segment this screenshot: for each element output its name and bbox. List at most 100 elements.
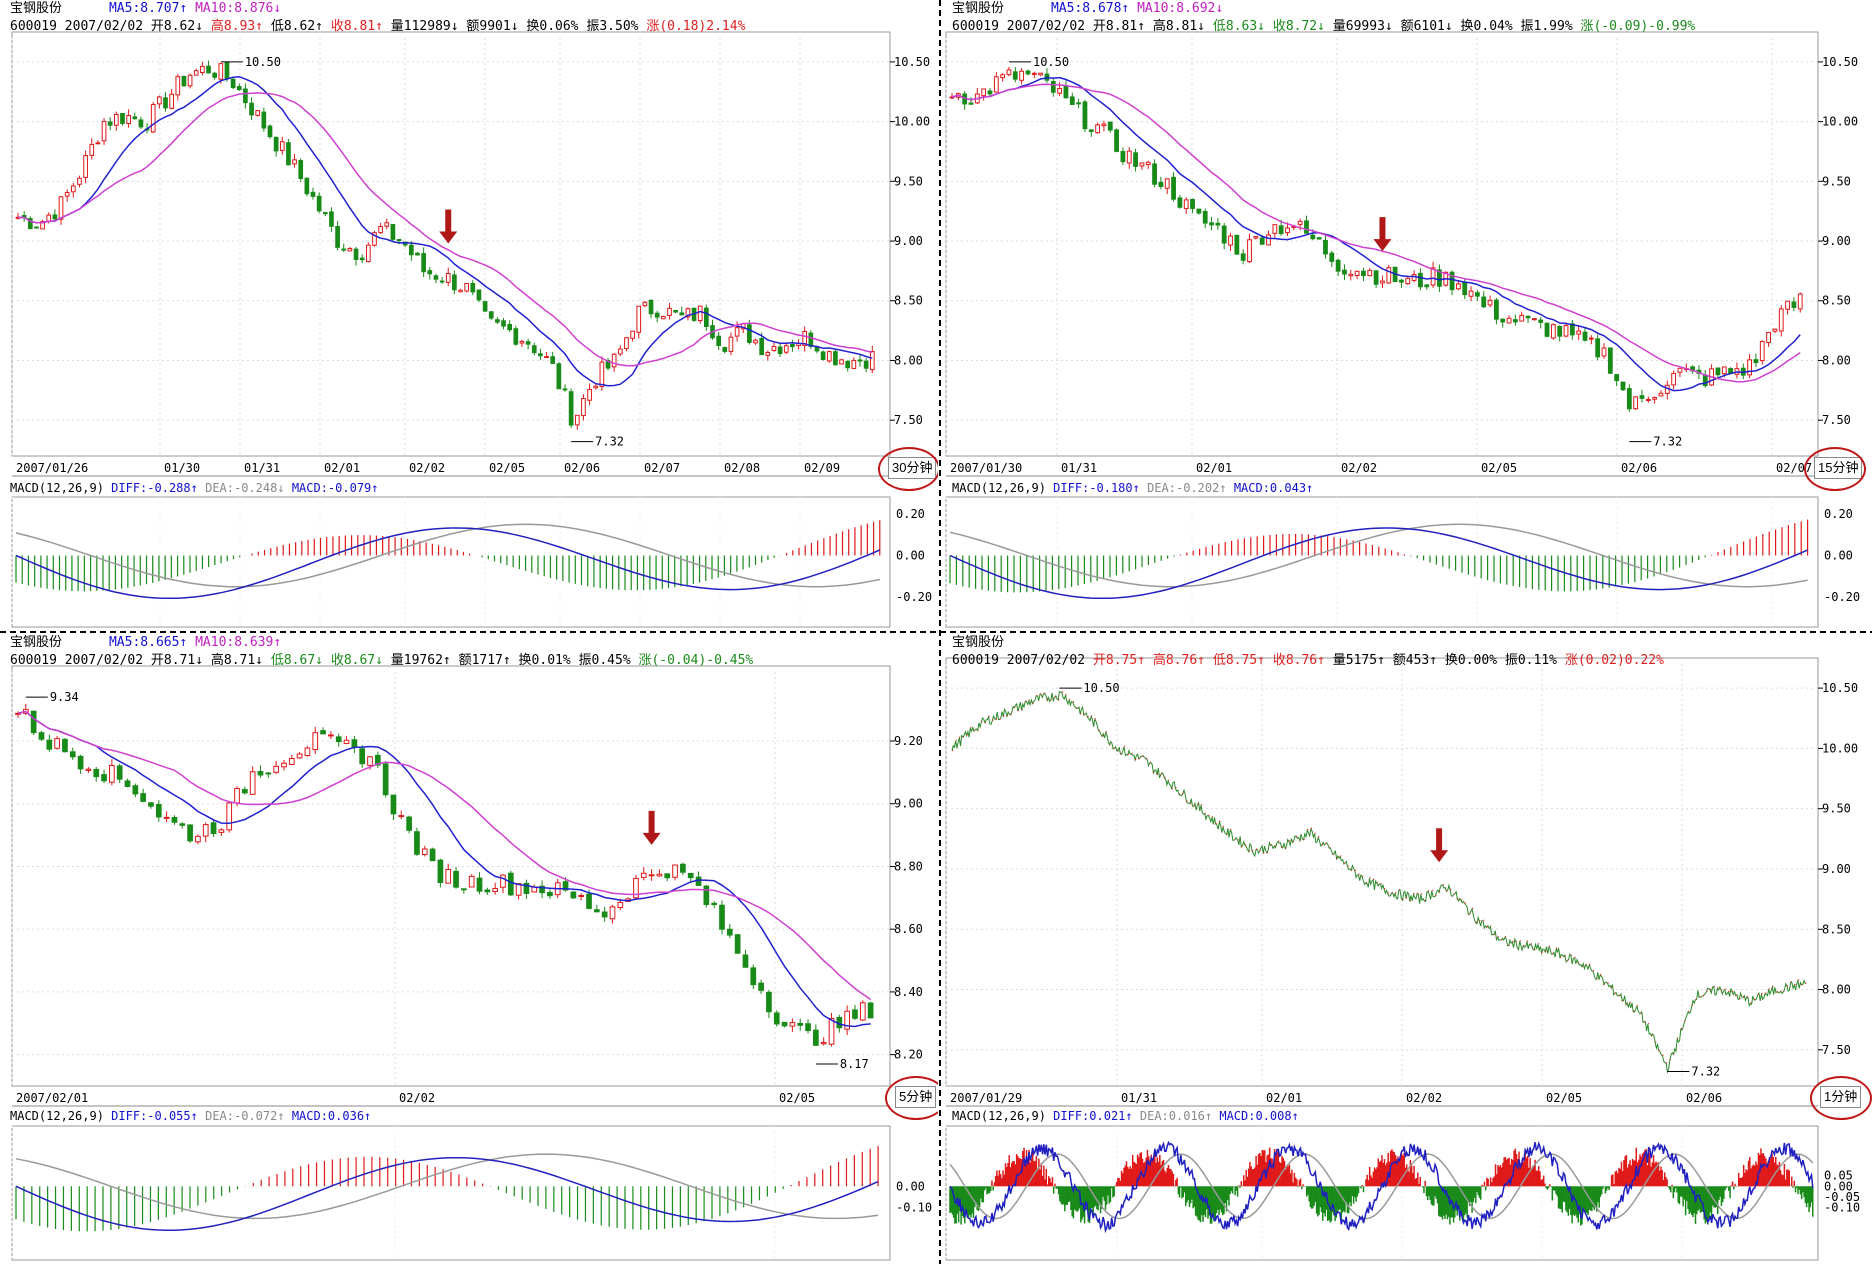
candle [507,323,513,331]
candle [525,341,531,345]
x-tick-label: 01/31 [1121,1091,1157,1105]
candle [1512,319,1518,323]
candle [1038,72,1044,76]
candle [844,1010,850,1030]
candle [867,1002,874,1019]
candle [1120,150,1126,163]
candle [852,1009,858,1019]
panel-header: 宝钢股份 MA5:8.678↑ MA10:8.692↓ 600019 2007/… [952,0,1695,36]
candle [1791,301,1797,308]
candle [273,136,279,152]
diff-readout: DIFF:-0.055↑ [111,1109,198,1123]
macd-y-label: -0.05 [1824,1190,1860,1204]
candle [1753,359,1759,364]
macd-readout: MACD:-0.079↑ [291,481,379,495]
candle [34,226,39,229]
dea-line [949,1153,1814,1220]
candle [777,346,783,355]
candle [758,982,764,991]
candle [1582,331,1588,341]
candle [1614,374,1620,382]
candle [52,214,58,220]
candle [40,221,45,230]
candle [265,772,272,775]
chart-svg: 9.20 9.00 8.80 8.60 8.40 8.20 2007/02/01 02/02 0… [11,665,932,1261]
candle [719,904,725,930]
candle [869,351,875,371]
candle [89,143,95,156]
stock-code: 600019 [10,19,57,34]
diff-readout: DIFF:-0.180↑ [1053,481,1140,495]
ma5-line [17,75,873,387]
candle [636,305,642,333]
candle [1620,381,1626,391]
candle [570,891,577,899]
y-tick-label: 8.40 [894,985,923,999]
candle [1557,325,1563,337]
turnover-value: 换0.00% [1444,653,1498,668]
candle [1468,290,1474,297]
amount-value: 额6101↓ [1400,19,1453,34]
candle [863,360,869,369]
stock-name: 宝钢股份 [10,1,63,16]
candle [766,991,772,1013]
candle [1215,222,1221,226]
macd-readout: MACD:0.008↑ [1219,1109,1299,1123]
change-value: 涨(0.02)0.22% [1564,653,1664,668]
candle [742,954,749,968]
stock-name: 宝钢股份 [952,1,1005,16]
candle [660,316,666,320]
candle [1177,197,1183,208]
candle [581,398,586,417]
candle [85,768,92,771]
candle [808,332,814,347]
candle [839,359,844,365]
candle [667,307,672,316]
candle [1272,224,1278,234]
candle [734,934,741,954]
candle [1658,392,1664,397]
candle [501,320,506,327]
candle [200,65,205,74]
candle [630,330,635,339]
candle [771,345,777,351]
timeframe-highlight-ring [1810,1076,1872,1120]
x-tick-label: 02/06 [564,461,600,475]
quote-date: 2007/02/02 [64,653,144,668]
low-value: 低8.75↑ [1212,653,1265,668]
candle [1139,162,1145,167]
candle [109,764,115,783]
candle [281,762,287,768]
candle [495,319,500,323]
candle [556,363,562,390]
candle [1595,338,1601,358]
y-tick-label: 8.00 [1822,353,1851,367]
candle [820,1042,827,1045]
ma5-line [17,710,871,1028]
candle [1164,178,1170,189]
candle [1278,225,1284,235]
ma5-readout: MA5:8.665↑ [108,635,188,650]
candle [601,911,608,918]
panel-30min: 10.50 10.00 9.50 9.00 8.50 8.00 7.50 2007/01/26… [0,0,938,630]
ma5-readout: MA5:8.678↑ [1050,1,1130,16]
candle [1133,152,1138,167]
low-annotation: 8.17 [840,1057,869,1071]
candle [1158,181,1164,187]
candle [452,274,457,291]
candle [175,76,181,96]
ma5-readout: MA5:8.707↑ [108,1,188,16]
ma10-readout: MA10:8.639↑ [195,635,282,650]
volume-value: 量112989↓ [390,19,459,34]
candle [1012,71,1018,80]
candle [187,824,193,842]
candle [310,191,316,197]
candle [138,119,144,128]
candle [687,872,694,879]
candle [1373,270,1379,285]
candle [568,391,574,426]
candle [1050,81,1056,93]
open-value: 开8.75↑ [1092,653,1146,668]
quote-date: 2007/02/02 [64,19,144,34]
candle [378,226,383,234]
